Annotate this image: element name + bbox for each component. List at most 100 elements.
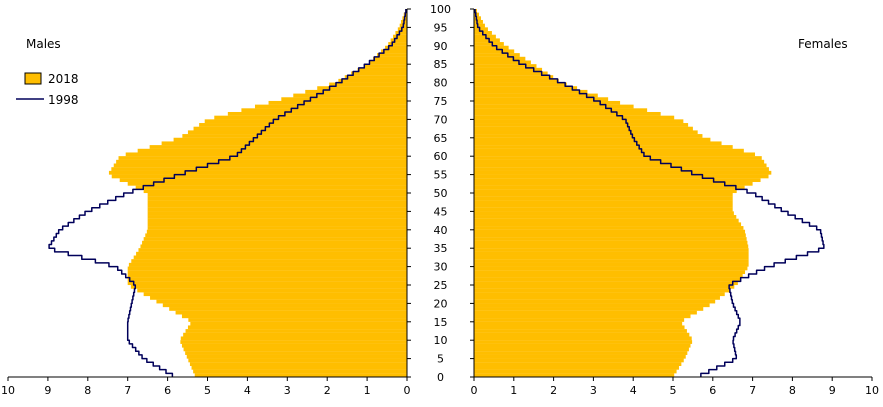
female-bar-age-26: [474, 277, 741, 282]
female-bar-age-60: [474, 152, 755, 157]
male-bar-age-27: [127, 273, 407, 278]
male-x-tick-label-8: 8: [84, 384, 91, 397]
female-bar-age-27: [474, 273, 743, 278]
male-bar-age-92: [393, 34, 407, 39]
female-bar-age-42: [474, 218, 739, 223]
female-bar-age-94: [474, 27, 488, 32]
age-tick-label-10: 10: [434, 334, 448, 347]
male-bar-age-91: [390, 38, 407, 43]
male-bar-age-39: [146, 229, 407, 234]
female-bar-age-73: [474, 104, 634, 109]
male-bar-age-88: [381, 49, 407, 54]
male-bar-age-26: [127, 277, 407, 282]
female-x-tick-label-7: 7: [749, 384, 756, 397]
female-bar-age-69: [474, 119, 684, 124]
female-bar-age-25: [474, 281, 738, 286]
males-panel: 10 9 8 7 6 5 4 3 2 1 0 Males: [1, 8, 411, 397]
male-bar-age-23: [137, 288, 407, 293]
female-bar-age-79: [474, 82, 567, 87]
female-bar-age-6: [474, 351, 688, 355]
male-bar-age-32: [133, 255, 407, 260]
female-bar-age-2: [474, 365, 679, 370]
female-bar-age-82: [474, 71, 548, 76]
age-tick-label-95: 95: [434, 21, 448, 34]
females-panel: 0 1 2 3 4 5 6 7 8 9 10 Females: [471, 8, 879, 397]
male-x-tick-label-0: 0: [404, 384, 411, 397]
male-bar-age-24: [130, 284, 407, 289]
age-tick-label-75: 75: [434, 95, 448, 108]
male-bar-age-71: [227, 111, 407, 116]
male-bar-age-34: [138, 248, 407, 252]
age-tick-label-25: 25: [434, 279, 448, 292]
male-bar-age-7: [183, 347, 407, 352]
female-bar-age-88: [474, 49, 515, 54]
male-bar-age-19: [162, 303, 407, 308]
male-bar-age-44: [147, 211, 407, 216]
male-bar-age-76: [293, 93, 407, 98]
female-bar-age-78: [474, 86, 578, 91]
male-bar-age-54: [111, 174, 408, 179]
age-tick-label-15: 15: [434, 316, 448, 329]
female-bar-age-32: [474, 255, 749, 260]
male-bar-age-62: [149, 145, 407, 149]
female-bar-age-19: [474, 303, 710, 308]
male-bar-age-10: [180, 336, 407, 341]
female-bar-age-55: [474, 170, 772, 175]
female-bar-age-17: [474, 310, 697, 315]
female-bar-age-80: [474, 78, 559, 83]
male-bar-age-59: [118, 156, 408, 160]
age-tick-label-65: 65: [434, 132, 448, 145]
males-x-ticks: 10 9 8 7 6 5 4 3 2 1 0: [1, 377, 411, 397]
legend-swatch-2018: [24, 72, 42, 85]
female-bar-age-30: [474, 262, 749, 267]
female-x-tick-label-2: 2: [550, 384, 557, 397]
male-bar-age-22: [143, 292, 407, 297]
age-tick-label-45: 45: [434, 205, 448, 218]
male-x-tick-label-1: 1: [364, 384, 371, 397]
females-x-ticks: 0 1 2 3 4 5 6 7 8 9 10: [471, 377, 879, 397]
male-bar-age-3: [189, 362, 407, 367]
males-panel-title: Males: [26, 37, 61, 51]
age-tick-label-55: 55: [434, 169, 448, 182]
age-tick-label-85: 85: [434, 58, 448, 71]
male-bar-age-89: [385, 45, 407, 50]
female-bar-age-5: [474, 354, 686, 359]
male-bar-age-80: [338, 78, 407, 83]
female-bar-age-37: [474, 237, 747, 241]
male-bar-age-16: [181, 314, 407, 319]
female-bar-age-51: [474, 185, 745, 190]
female-bar-age-92: [474, 34, 496, 39]
female-bar-age-86: [474, 56, 526, 61]
male-bar-age-53: [119, 178, 407, 183]
male-bar-age-67: [193, 126, 407, 131]
male-bar-age-58: [116, 159, 407, 164]
female-bar-age-85: [474, 60, 531, 65]
female-bar-age-43: [474, 215, 737, 219]
male-bar-age-81: [344, 75, 407, 79]
male-bar-age-38: [145, 233, 407, 238]
male-bar-age-35: [140, 244, 407, 249]
male-bar-age-57: [113, 163, 408, 168]
male-bar-age-30: [128, 262, 407, 267]
male-bar-age-18: [169, 307, 407, 311]
female-bar-age-58: [474, 159, 765, 164]
age-tick-label-20: 20: [434, 297, 448, 310]
male-bar-age-87: [377, 53, 407, 57]
female-bar-age-15: [474, 318, 685, 322]
female-bar-age-48: [474, 196, 733, 201]
male-bar-age-74: [268, 100, 407, 105]
male-x-tick-label-6: 6: [164, 384, 171, 397]
female-bar-age-24: [474, 284, 735, 289]
female-bar-age-4: [474, 358, 684, 363]
age-tick-label-50: 50: [434, 187, 448, 200]
female-bar-age-54: [474, 174, 769, 179]
female-bar-age-49: [474, 192, 733, 197]
male-bar-age-93: [395, 31, 407, 35]
female-bar-age-70: [474, 115, 675, 120]
male-bar-age-56: [111, 167, 407, 171]
male-bar-age-21: [150, 295, 408, 300]
female-bar-age-57: [474, 163, 767, 168]
female-bar-age-13: [474, 325, 685, 330]
male-bar-age-4: [188, 358, 407, 363]
male-bar-age-5: [186, 354, 407, 359]
